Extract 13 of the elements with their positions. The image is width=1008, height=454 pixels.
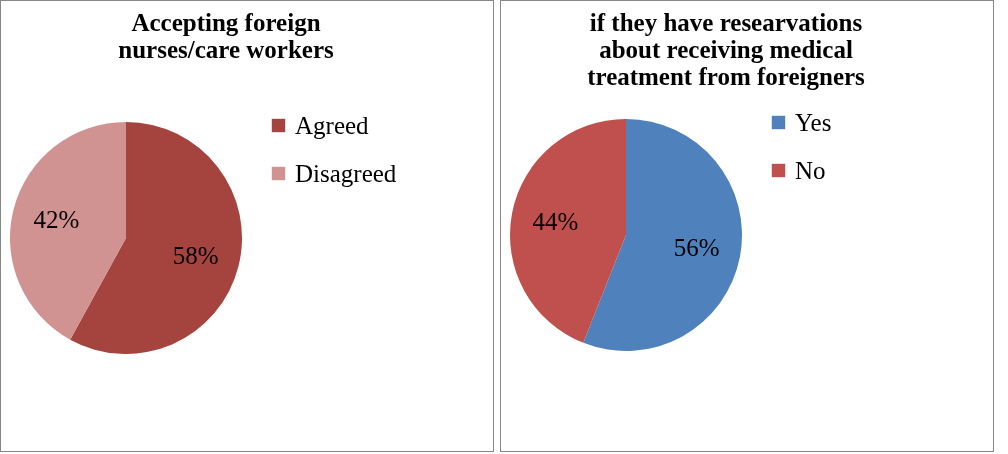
data-label: 44% <box>532 207 579 235</box>
pie-slice <box>510 119 626 343</box>
chart-title: Accepting foreign nurses/care workers <box>118 9 334 63</box>
data-label: 56% <box>673 234 720 262</box>
legend-label: Disagreed <box>295 159 397 187</box>
legend-label: Yes <box>795 108 832 136</box>
chart-title: if they have researvations about receiving medical treatment from foreigners <box>587 9 866 90</box>
pie-slice <box>583 119 742 351</box>
legend-label: Agreed <box>295 111 370 139</box>
legend-label: No <box>795 156 826 184</box>
data-label: 42% <box>33 206 80 234</box>
pie-slice <box>10 122 126 340</box>
data-label: 58% <box>172 241 219 269</box>
